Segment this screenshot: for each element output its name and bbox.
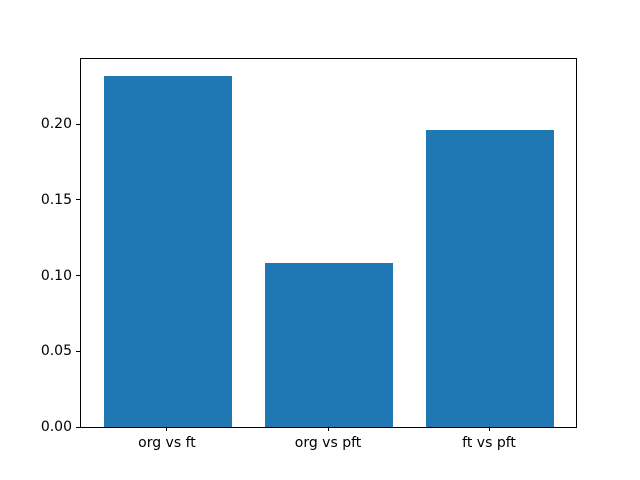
y-tick-mark — [76, 123, 80, 125]
y-tick-mark — [76, 426, 80, 428]
x-tick-mark — [327, 427, 329, 431]
y-tick-mark — [76, 275, 80, 277]
x-tick-mark — [166, 427, 168, 431]
x-tick-mark — [488, 427, 490, 431]
y-tick-label: 0.00 — [40, 419, 72, 435]
plot-area — [80, 58, 577, 428]
y-tick-label: 0.05 — [40, 343, 72, 360]
y-tick-mark — [76, 199, 80, 201]
bar — [103, 75, 233, 427]
y-tick-label: 0.10 — [40, 267, 72, 284]
y-tick-mark — [76, 350, 80, 352]
x-tick-label: org vs pft — [294, 435, 362, 451]
y-tick-label: 0.20 — [40, 116, 72, 133]
y-tick-label: 0.15 — [40, 191, 72, 208]
x-tick-label: org vs ft — [138, 435, 196, 451]
bar — [425, 130, 555, 427]
bar — [264, 263, 394, 427]
x-tick-label: ft vs pft — [462, 435, 516, 451]
